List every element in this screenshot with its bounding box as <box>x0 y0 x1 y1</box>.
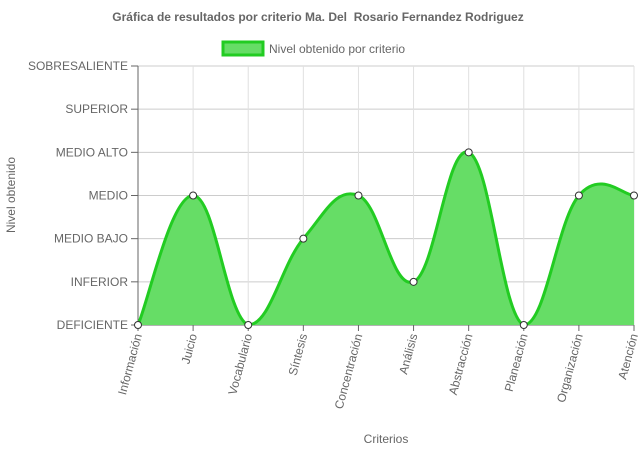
data-point-8[interactable] <box>519 321 528 329</box>
y-axis-title: Nivel obtenido <box>4 157 18 233</box>
data-point-3[interactable] <box>244 321 253 329</box>
y-tick-label: MEDIO BAJO <box>54 232 128 246</box>
legend-label: Nivel obtenido por criterio <box>269 42 405 56</box>
series-line <box>136 150 635 327</box>
legend-swatch <box>221 40 265 57</box>
x-tick-label: Concentración <box>332 332 366 410</box>
chart-title: Gráfica de resultados por criterio Ma. D… <box>112 10 523 24</box>
data-point-1[interactable] <box>134 321 142 329</box>
x-tick-label: Vocabulario <box>225 332 255 397</box>
series-fill <box>138 151 634 325</box>
x-tick-label: Análisis <box>396 332 420 376</box>
series-area <box>136 150 635 327</box>
x-tick-label: Abstracción <box>446 332 476 396</box>
x-tick-label: Organización <box>554 332 586 404</box>
x-axis-title: Criterios <box>364 432 409 446</box>
x-tick-label: Planeación <box>502 332 531 393</box>
x-tick-label: Juicio <box>179 332 201 366</box>
data-point-10[interactable] <box>630 191 638 200</box>
data-point-5[interactable] <box>354 191 363 200</box>
y-tick-label: SOBRESALIENTE <box>28 59 128 73</box>
y-tick-label: DEFICIENTE <box>57 318 128 332</box>
data-point-7[interactable] <box>464 148 473 157</box>
y-tick-label: MEDIO ALTO <box>56 145 128 159</box>
y-tick-label: SUPERIOR <box>65 102 128 116</box>
data-points <box>134 148 638 329</box>
y-tick-label: INFERIOR <box>71 275 129 289</box>
legend[interactable]: Nivel obtenido por criterio <box>221 40 405 57</box>
y-tick-label: MEDIO <box>89 189 128 203</box>
x-tick-label: Información <box>115 332 145 396</box>
x-tick-label: Atención <box>615 332 639 381</box>
data-point-6[interactable] <box>409 277 418 286</box>
data-point-2[interactable] <box>189 191 198 200</box>
data-point-9[interactable] <box>574 191 583 200</box>
x-tick-label: Síntesis <box>286 332 311 377</box>
data-point-4[interactable] <box>299 234 308 243</box>
